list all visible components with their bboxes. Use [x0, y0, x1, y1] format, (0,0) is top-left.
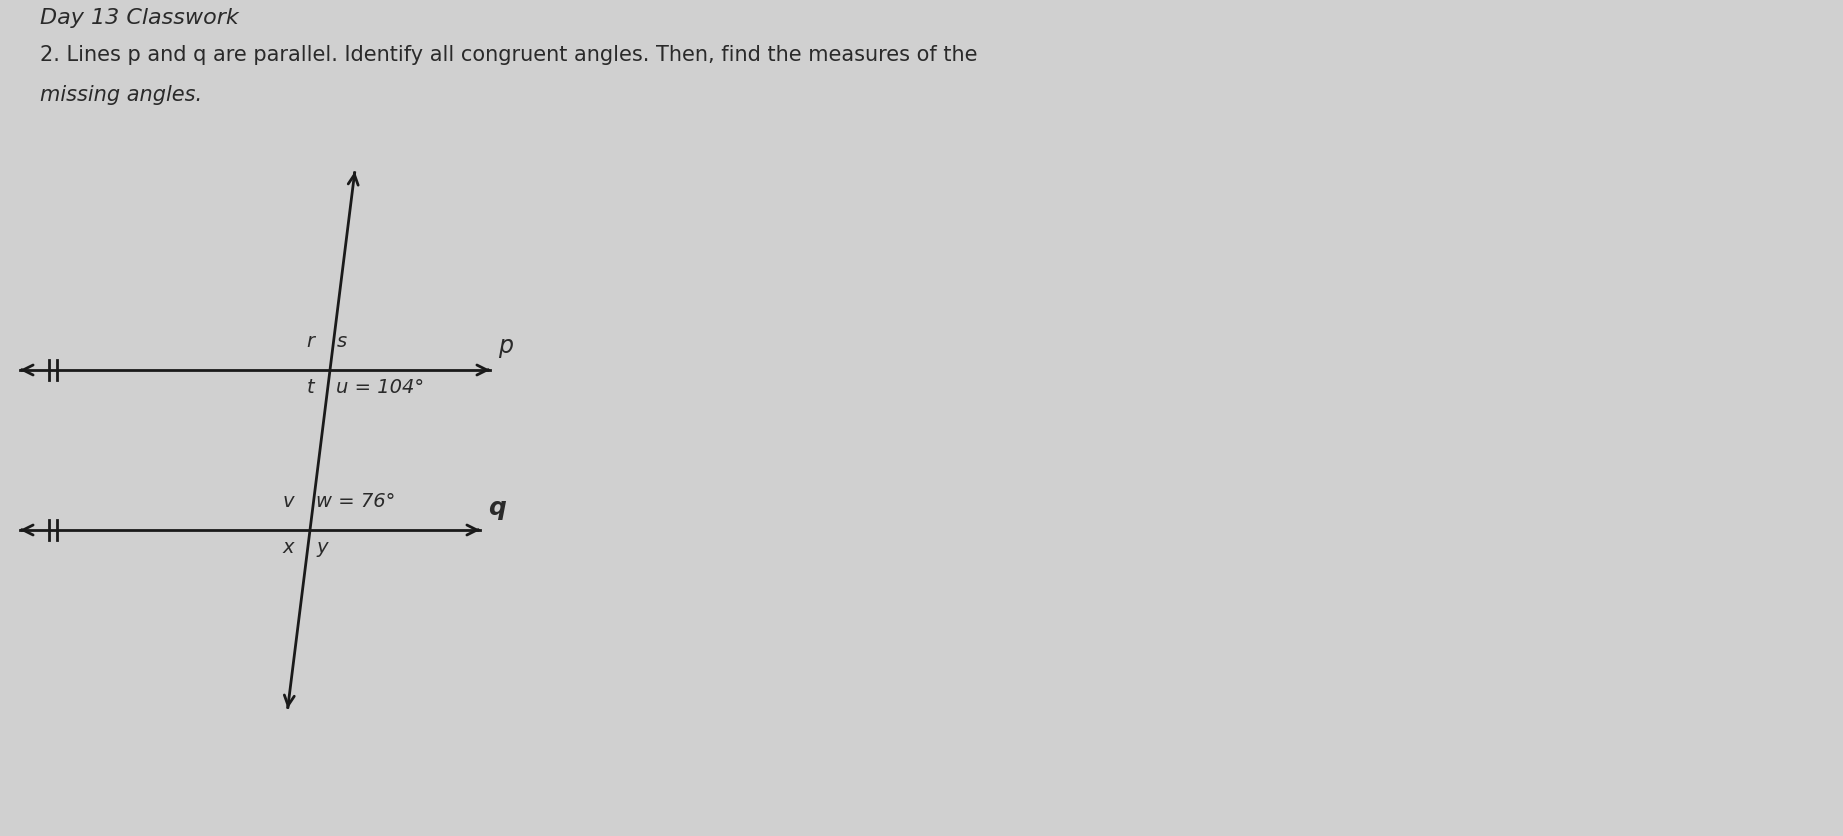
- Text: Day 13 Classwork: Day 13 Classwork: [41, 8, 240, 28]
- Text: 2. Lines p and q are parallel. Identify all congruent angles. Then, find the mea: 2. Lines p and q are parallel. Identify …: [41, 45, 977, 65]
- Text: v: v: [282, 492, 295, 511]
- Text: u = 104°: u = 104°: [337, 378, 424, 397]
- Text: p: p: [498, 334, 512, 358]
- Text: x: x: [282, 538, 295, 557]
- Text: y: y: [317, 538, 328, 557]
- Text: s: s: [337, 332, 346, 351]
- Text: w = 76°: w = 76°: [317, 492, 396, 511]
- Text: q: q: [488, 496, 505, 520]
- Text: r: r: [306, 332, 313, 351]
- Text: t: t: [306, 378, 313, 397]
- Text: missing angles.: missing angles.: [41, 85, 203, 105]
